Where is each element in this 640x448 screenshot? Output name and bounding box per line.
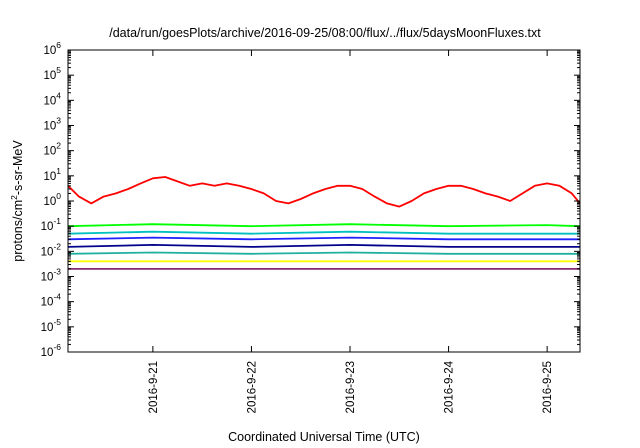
x-tick-label: 2016-9-23 (345, 361, 357, 413)
y-tick-exponent: -6 (53, 342, 61, 352)
series-layer (67, 176, 581, 270)
y-axis-title-unit: -s-sr-MeV (11, 140, 25, 196)
y-tick-base: 10 (43, 95, 56, 107)
y-tick-label: 102 (43, 141, 61, 158)
y-tick-label: 100 (43, 191, 61, 208)
y-tick-base: 10 (43, 121, 56, 133)
x-axis-title: Coordinated Universal Time (UTC) (228, 430, 420, 444)
y-tick-exponent: 1 (56, 166, 61, 176)
y-tick-base: 10 (43, 70, 56, 82)
y-tick-label: 10-4 (41, 292, 62, 309)
y-tick-label: 104 (43, 90, 61, 107)
y-tick-base: 10 (41, 221, 54, 233)
y-tick-base: 10 (43, 45, 56, 57)
y-tick-base: 10 (43, 146, 56, 158)
y-tick-base: 10 (41, 347, 54, 359)
y-axis-title: protons/cm2-s-sr-MeV (9, 140, 25, 262)
y-tick-exponent: 0 (56, 191, 61, 201)
y-tick-label: 10-3 (41, 267, 62, 284)
plot-frame (67, 49, 581, 353)
y-tick-base: 10 (43, 196, 56, 208)
y-tick-exponent: 3 (56, 116, 61, 126)
y-tick-label: 10-6 (41, 342, 62, 359)
y-tick-exponent: 5 (56, 65, 61, 75)
x-tick-label: 2016-9-22 (246, 361, 258, 413)
chart-title: /data/run/goesPlots/archive/2016-09-25/0… (109, 26, 541, 40)
y-tick-exponent: 4 (56, 90, 61, 100)
y-tick-exponent: 6 (56, 40, 61, 50)
y-tick-label: 105 (43, 65, 61, 82)
y-tick-base: 10 (41, 272, 54, 284)
y-tick-exponent: -3 (53, 267, 61, 277)
y-tick-exponent: -1 (53, 216, 61, 226)
y-axis: 10-610-510-410-310-210-11001011021031041… (41, 40, 580, 359)
y-axis-title-exponent: 2 (9, 195, 19, 200)
series-line-5 (67, 243, 580, 248)
x-axis: 2016-9-21 2016-9-22 2016-9-23 2016-9-24 2016… (148, 50, 554, 413)
y-tick-label: 10-5 (41, 317, 62, 334)
y-tick-base: 10 (43, 171, 56, 183)
y-tick-base: 10 (41, 322, 54, 334)
y-tick-label: 10-1 (41, 216, 62, 233)
y-tick-label: 101 (43, 166, 61, 183)
y-tick-base: 10 (41, 246, 54, 258)
y-axis-title-main: protons/cm (11, 200, 25, 262)
series-line-1 (67, 176, 581, 208)
y-tick-label: 106 (43, 40, 61, 57)
y-tick-exponent: 2 (56, 141, 61, 151)
y-tick-label: 103 (43, 116, 61, 133)
y-tick-label: 10-2 (41, 241, 62, 258)
x-tick-label: 2016-9-24 (444, 360, 456, 413)
series-line-3 (67, 230, 580, 235)
y-tick-exponent: -4 (53, 292, 61, 302)
series-line-2 (67, 223, 581, 228)
x-tick-label: 2016-9-21 (148, 361, 160, 413)
y-tick-exponent: -2 (53, 241, 61, 251)
y-tick-exponent: -5 (53, 317, 61, 327)
series-line-6 (67, 251, 580, 255)
series-line-4 (67, 236, 580, 241)
y-tick-base: 10 (41, 297, 54, 309)
x-tick-label: 2016-9-25 (542, 361, 554, 413)
